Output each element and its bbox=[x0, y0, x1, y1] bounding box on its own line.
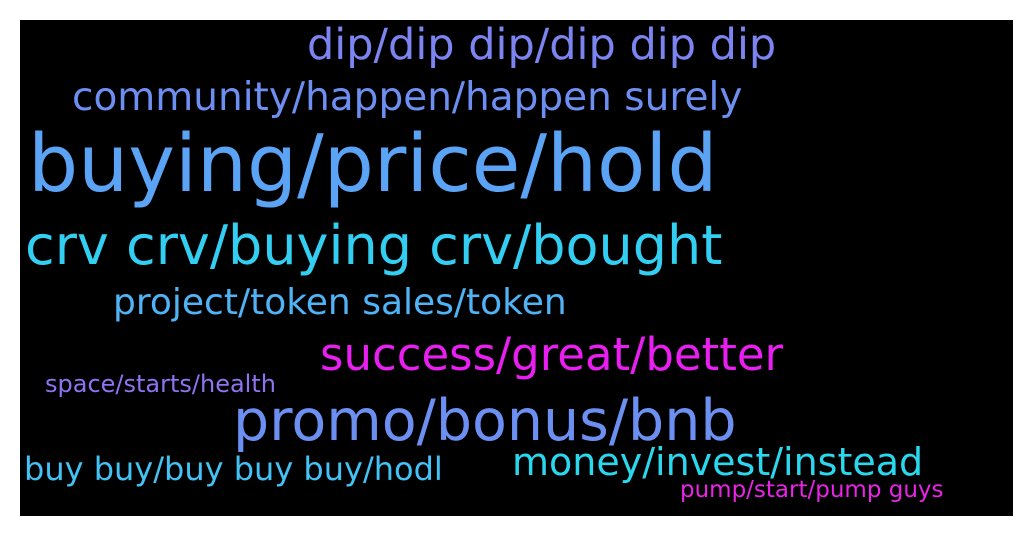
word-dip: dip/dip dip/dip dip dip bbox=[307, 20, 777, 70]
word-money: money/invest/instead bbox=[512, 440, 924, 484]
word-community: community/happen/happen surely bbox=[72, 75, 743, 120]
word-promo: promo/bonus/bnb bbox=[233, 388, 737, 454]
word-crv: crv crv/buying crv/bought bbox=[25, 214, 723, 277]
word-pump: pump/start/pump guys bbox=[680, 477, 944, 503]
word-space: space/starts/health bbox=[45, 370, 276, 398]
word-project: project/token sales/token bbox=[113, 282, 567, 323]
word-success: success/great/better bbox=[320, 328, 784, 381]
word-cloud-canvas: dip/dip dip/dip dip dip community/happen… bbox=[20, 20, 1013, 516]
word-buy: buy buy/buy buy buy/hodl bbox=[24, 450, 443, 488]
word-buying: buying/price/hold bbox=[28, 118, 718, 210]
